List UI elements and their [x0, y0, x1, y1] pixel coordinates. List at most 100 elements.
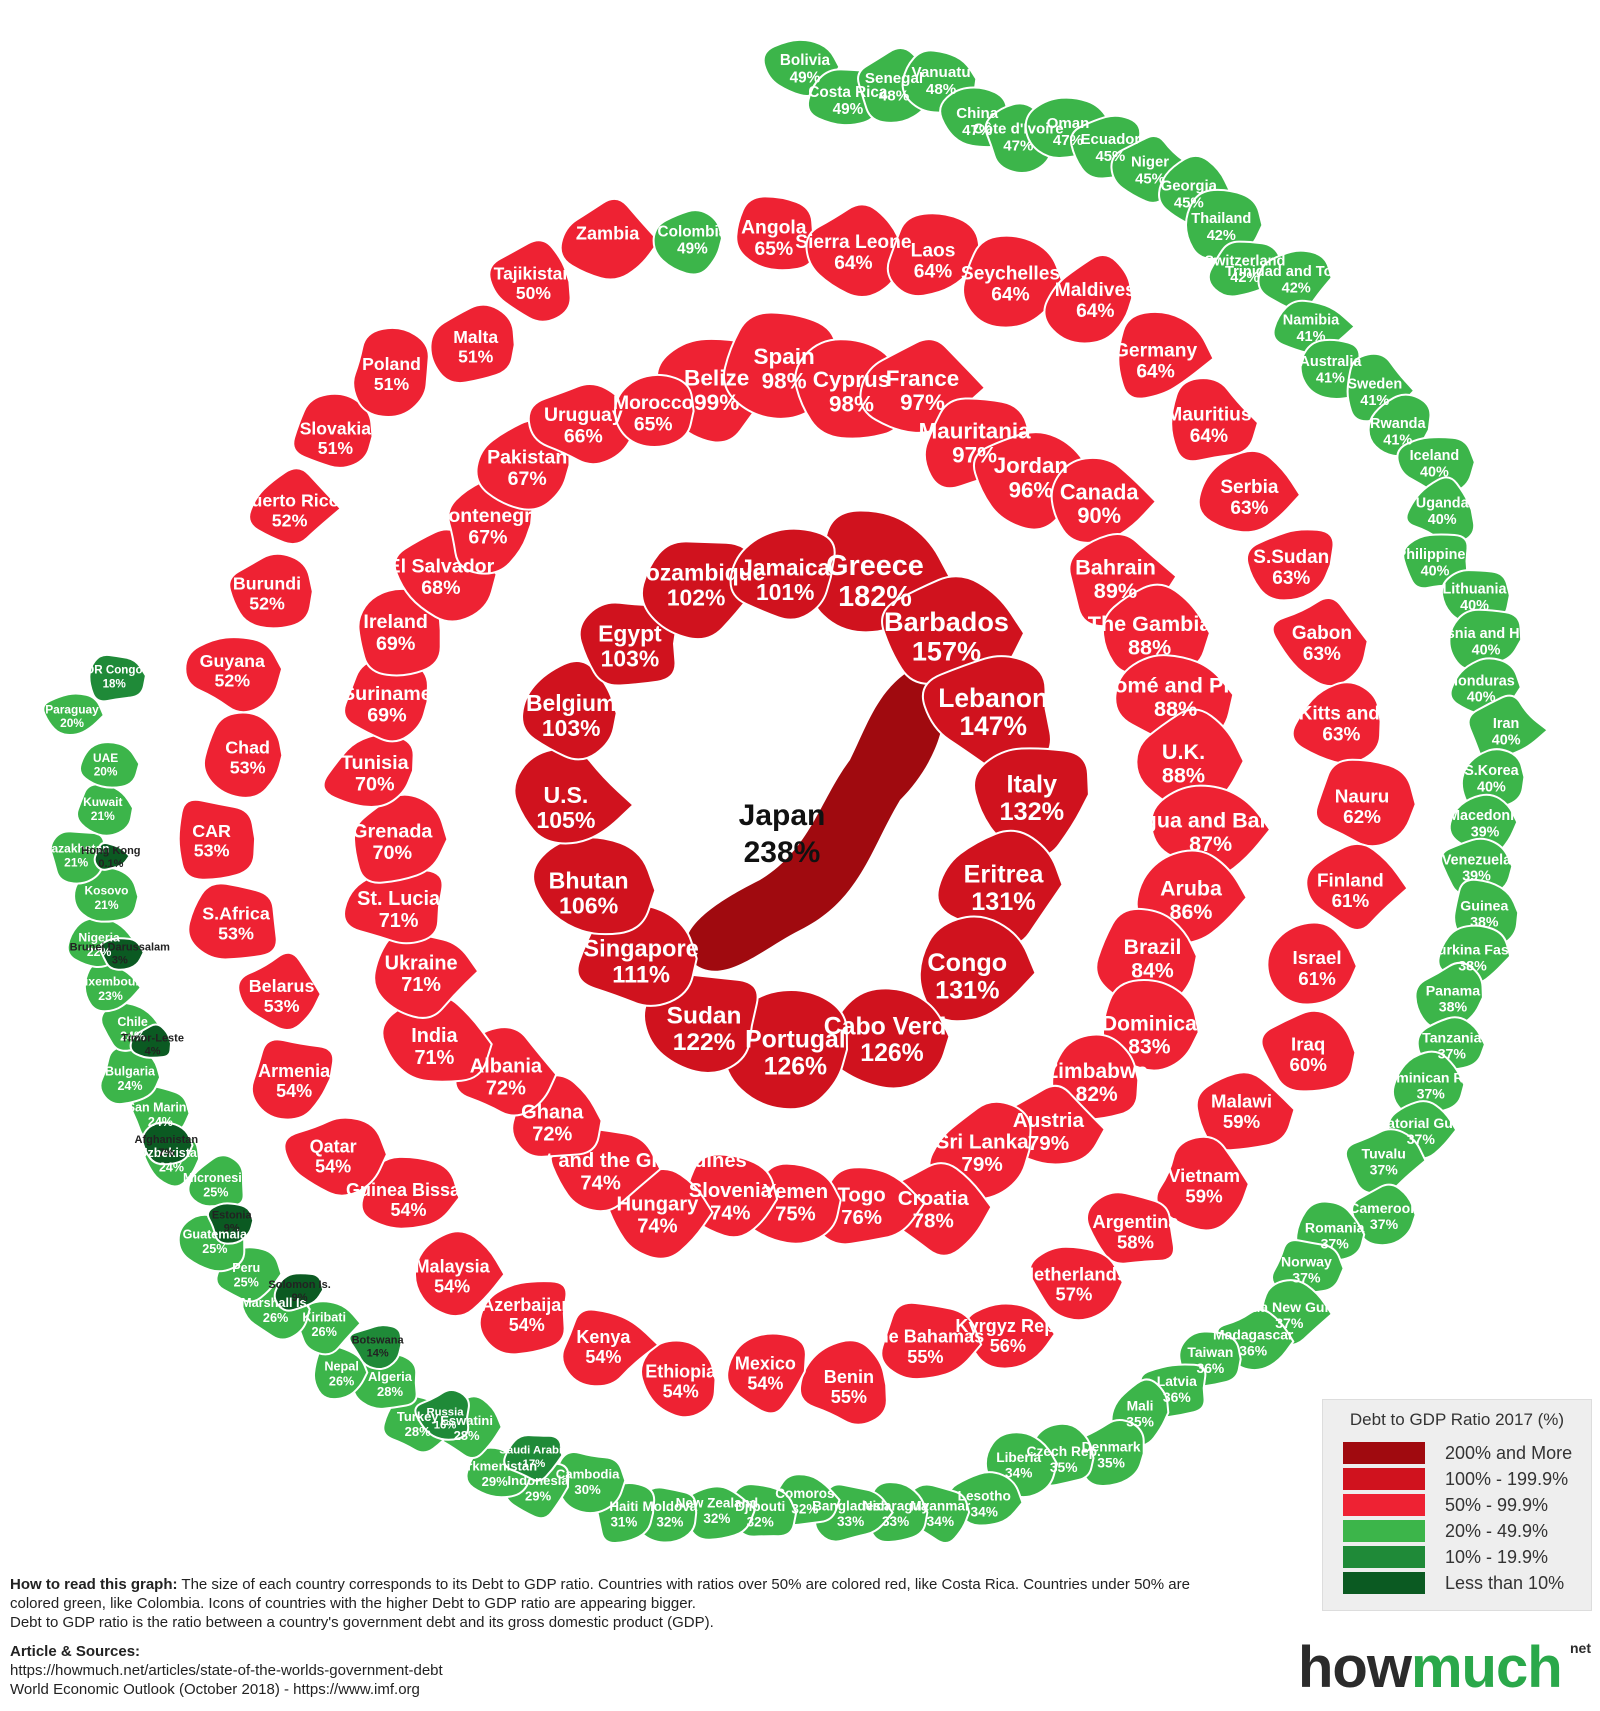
country-value: 21% [64, 856, 88, 870]
country-name: Kyrgyz Rep. [955, 1316, 1060, 1336]
country-shape [1344, 1128, 1427, 1195]
country-name: Finland [1317, 869, 1384, 890]
country-name: Yemen [763, 1181, 828, 1203]
country-name: Ukraine [385, 952, 458, 974]
country-name: France [886, 366, 959, 391]
country-value: 37% [1417, 1086, 1446, 1102]
country-value: 79% [1028, 1132, 1069, 1155]
country-shape [729, 527, 836, 621]
country-value: 47% [1053, 132, 1084, 149]
country-shape [206, 1202, 255, 1245]
country-name: Sweden [1347, 377, 1402, 393]
country-name: Niger [1131, 155, 1169, 171]
country-name: Luxembourg [73, 975, 147, 989]
country-name: Cyprus [813, 367, 891, 392]
country-shape [1305, 842, 1409, 931]
country-name: Nigeria [78, 931, 120, 945]
country-value: 71% [414, 1047, 454, 1069]
country-shape [49, 830, 106, 885]
country-shape [973, 747, 1090, 858]
country-value: 0.1% [98, 858, 123, 870]
country-name: Ethiopia [645, 1362, 717, 1382]
country-name: Madagascar [1213, 1327, 1294, 1343]
country-name: Mali [1127, 1399, 1154, 1414]
country-shape [184, 636, 284, 714]
country-shape [1467, 694, 1550, 763]
country-shape [1314, 758, 1417, 848]
country-value: 97% [952, 443, 997, 468]
country-name: St. Lucia [357, 888, 441, 910]
country-value: 66% [564, 425, 603, 447]
country-value: 40% [1420, 465, 1449, 481]
country-name: Laos [911, 240, 956, 261]
country-shape [429, 303, 516, 385]
country-name: Turkmenistan [452, 1459, 537, 1474]
country-value: 111% [612, 962, 670, 988]
country-name: Honduras [1448, 673, 1515, 689]
country-value: 20% [94, 765, 118, 779]
country-value: 72% [486, 1077, 526, 1099]
country-shape [1448, 608, 1523, 671]
country-shape [521, 659, 618, 761]
country-shape [88, 653, 147, 703]
country-name: Eritrea [964, 861, 1045, 889]
country-shape [1197, 449, 1302, 534]
country-value: 39% [1471, 824, 1500, 840]
country-value: 87% [1189, 832, 1232, 856]
country-value: 64% [914, 262, 952, 283]
country-name: Mexico [735, 1354, 796, 1374]
country-value: 4% [145, 1045, 161, 1057]
country-shape [273, 1272, 325, 1312]
country-name: Zambia [576, 223, 640, 243]
country-value: 88% [1154, 696, 1197, 721]
country-name: New Zealand [676, 1495, 759, 1510]
definition-text: Debt to GDP ratio is the ratio between a… [10, 1614, 714, 1631]
country-value: 40% [1421, 564, 1450, 580]
country-name: Saudi Arabia [499, 1445, 569, 1457]
country-value: 69% [367, 705, 406, 727]
country-shape [1271, 596, 1369, 688]
country-value: 24% [120, 1029, 145, 1043]
source-link[interactable]: https://howmuch.net/articles/state-of-th… [10, 1662, 443, 1679]
country-value: 79% [961, 1153, 1002, 1176]
country-name: Barbados [884, 606, 1009, 637]
country-name: Burkina Faso [1428, 942, 1518, 958]
country-name: Cabo Verde [824, 1013, 960, 1040]
country-shape [559, 197, 661, 281]
country-value: 17% [522, 1458, 545, 1470]
country-value: 33% [837, 1514, 864, 1529]
country-name: Switzerland [1204, 253, 1285, 269]
country-name: Pakistan [487, 446, 567, 468]
country-name: Bulgaria [105, 1064, 156, 1078]
country-name: China [956, 105, 999, 122]
country-shape [1396, 436, 1476, 496]
country-value: 33% [882, 1514, 909, 1529]
source-link[interactable]: World Economic Outlook (October 2018) - … [10, 1681, 420, 1698]
country-value: 23% [98, 989, 123, 1003]
country-value: 36% [1196, 1360, 1224, 1376]
logo-text-how: how [1298, 1635, 1412, 1700]
country-value: 57% [1055, 1284, 1092, 1305]
country-value: 99% [694, 390, 739, 415]
country-shape [478, 1280, 568, 1356]
country-shape [1028, 1245, 1124, 1322]
how-to-read-label: How to read this graph: [10, 1576, 178, 1593]
country-value: 55% [831, 1387, 867, 1407]
country-value: 29% [482, 1474, 509, 1489]
country-name: Argentina [1092, 1211, 1179, 1232]
country-value: 32% [703, 1511, 730, 1526]
country-name: Brazil [1124, 936, 1182, 959]
country-value: 37% [1370, 1216, 1399, 1232]
country-shape [187, 1154, 245, 1208]
country-name: Timor-Leste [121, 1032, 184, 1044]
country-shape [352, 793, 449, 884]
country-shape [1155, 1135, 1250, 1232]
country-name: The Bahamas [867, 1327, 985, 1347]
legend-title: Debt to GDP Ratio 2017 (%) [1349, 1410, 1565, 1429]
country-name: Micronesia [183, 1171, 250, 1185]
country-value: 39% [1462, 869, 1491, 885]
country-value: 89% [1094, 578, 1137, 603]
country-value: 20% [60, 716, 84, 730]
country-value: 72% [532, 1124, 572, 1146]
country-name: Togo [837, 1184, 885, 1206]
